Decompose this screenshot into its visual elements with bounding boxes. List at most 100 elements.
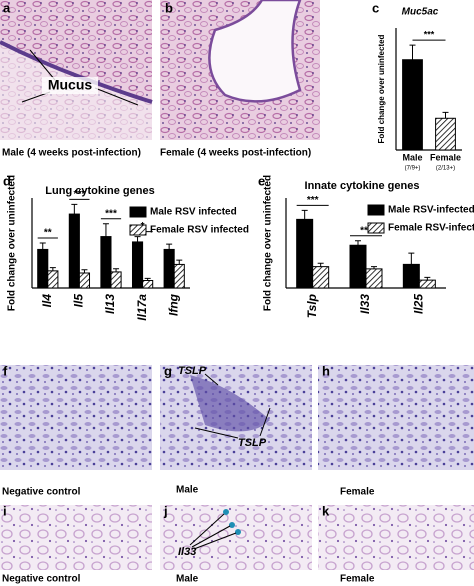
error-bar bbox=[81, 269, 88, 273]
caption: Male bbox=[176, 574, 199, 585]
x-tick-label: Female bbox=[430, 152, 461, 162]
x-tick-label: Il5 bbox=[72, 294, 86, 308]
x-tick-label: Tslp bbox=[305, 294, 319, 318]
annotation: TSLP bbox=[238, 437, 267, 449]
label-bg bbox=[42, 77, 98, 94]
panel-letter: c bbox=[372, 0, 379, 15]
bar bbox=[296, 218, 314, 289]
error-bar bbox=[49, 267, 56, 271]
y-axis-title: Fold change over uninfected bbox=[7, 175, 18, 311]
error-bar bbox=[317, 262, 324, 267]
legend-swatch bbox=[367, 204, 385, 216]
panel-letter: h bbox=[322, 363, 330, 378]
bar bbox=[312, 266, 330, 289]
bar bbox=[435, 117, 456, 151]
panel-letter: k bbox=[322, 503, 330, 518]
x-tick-label: Male bbox=[402, 152, 422, 162]
tissue bbox=[190, 375, 270, 432]
lumen bbox=[208, 0, 302, 103]
caption: Female (4 weeks post-infection) bbox=[160, 148, 311, 159]
annotation: Mucus bbox=[48, 77, 93, 93]
y-axis-title: Fold change over uninfected bbox=[263, 175, 274, 311]
bar bbox=[78, 272, 91, 289]
micrograph bbox=[0, 505, 152, 570]
error-bar bbox=[301, 209, 308, 220]
chart-title: Muc5ac bbox=[402, 7, 439, 18]
bar bbox=[402, 59, 423, 151]
legend-swatch bbox=[129, 206, 147, 218]
legend-label: Male RSV-infected bbox=[388, 205, 474, 216]
x-tick-note: (2/13+) bbox=[436, 166, 455, 172]
x-tick-label: Il4 bbox=[40, 294, 54, 308]
bar bbox=[418, 279, 436, 289]
legend-label: Male RSV infected bbox=[150, 207, 237, 218]
panel-letter: i bbox=[3, 503, 7, 518]
bar bbox=[131, 241, 144, 289]
x-tick-label: Ifng bbox=[166, 293, 180, 316]
significance-label: ** bbox=[44, 228, 52, 239]
bar bbox=[365, 268, 383, 289]
legend-swatch bbox=[367, 222, 385, 234]
significance-label: *** bbox=[424, 29, 435, 39]
error-bar bbox=[166, 243, 173, 250]
legend-swatch bbox=[129, 224, 147, 236]
error-bar bbox=[355, 240, 361, 246]
bar bbox=[349, 244, 367, 289]
error-bar bbox=[371, 266, 377, 269]
panel-letter: a bbox=[3, 0, 11, 15]
panel-letter: f bbox=[3, 363, 8, 378]
x-tick-label: Il17a bbox=[135, 294, 149, 321]
caption: Negative control bbox=[2, 487, 81, 498]
panel-letter: j bbox=[163, 503, 168, 518]
error-bar bbox=[144, 277, 151, 281]
bar bbox=[173, 263, 185, 289]
significance-label: *** bbox=[360, 225, 372, 236]
error-bar bbox=[442, 111, 449, 119]
stain bbox=[229, 522, 235, 528]
caption: Negative control bbox=[2, 574, 81, 585]
stain bbox=[235, 529, 241, 535]
epithelium bbox=[0, 40, 153, 104]
caption: Female bbox=[340, 487, 375, 498]
x-tick-label: Il33 bbox=[358, 294, 372, 314]
chart-title: Lung cytokine genes bbox=[45, 185, 154, 197]
x-tick-note: (7/9+) bbox=[405, 166, 421, 172]
error-bar bbox=[408, 252, 415, 265]
error-bar bbox=[71, 203, 78, 215]
panel-letter: d bbox=[3, 173, 11, 188]
y-axis-title: Fold change over uninfected bbox=[377, 34, 386, 143]
error-bar bbox=[113, 268, 120, 272]
error-bar bbox=[409, 44, 416, 60]
annotation: Il33 bbox=[178, 546, 196, 558]
panel-letter: b bbox=[165, 0, 173, 15]
chart-title: Innate cytokine genes bbox=[305, 180, 420, 192]
bar bbox=[100, 236, 112, 289]
x-tick-label: Il13 bbox=[103, 294, 117, 314]
legend-label: Female RSV infected bbox=[150, 225, 249, 236]
caption: Male (4 weeks post-infection) bbox=[2, 148, 141, 159]
stain bbox=[223, 509, 229, 515]
significance-label: *** bbox=[74, 189, 86, 200]
error-bar bbox=[424, 276, 431, 281]
legend-label: Female RSV-infected bbox=[388, 223, 474, 234]
caption: Male bbox=[176, 485, 199, 496]
micrograph bbox=[0, 365, 152, 470]
error-bar bbox=[176, 259, 183, 265]
bar bbox=[142, 280, 154, 289]
significance-label: *** bbox=[307, 195, 319, 206]
bar bbox=[37, 248, 49, 289]
panel-letter: e bbox=[258, 173, 265, 188]
bar bbox=[110, 271, 122, 289]
micrograph bbox=[160, 505, 312, 570]
micrograph bbox=[318, 505, 474, 570]
annotation: TSLP bbox=[178, 365, 207, 377]
x-tick-label: Il25 bbox=[412, 294, 426, 314]
error-bar bbox=[102, 223, 109, 237]
caption: Female bbox=[340, 574, 375, 585]
bar bbox=[68, 213, 80, 289]
micrograph bbox=[318, 365, 474, 470]
panel-letter: g bbox=[164, 363, 172, 378]
bar bbox=[47, 270, 59, 289]
error-bar bbox=[134, 236, 141, 242]
